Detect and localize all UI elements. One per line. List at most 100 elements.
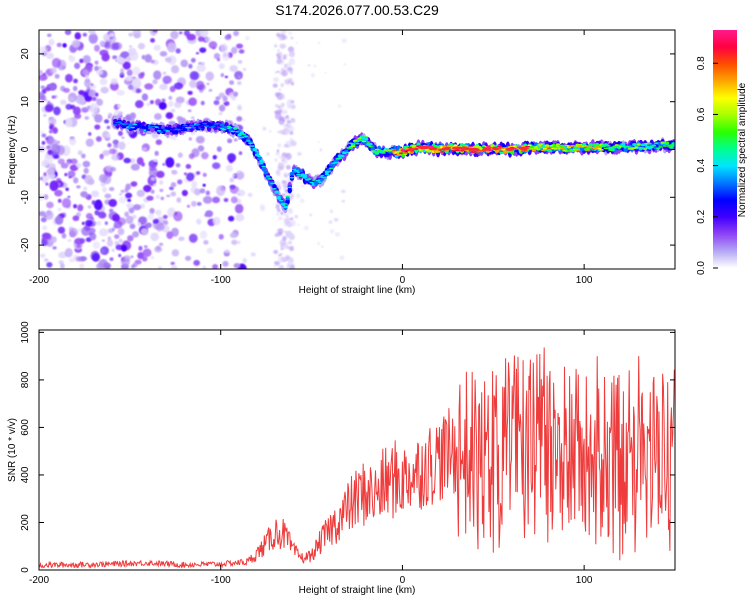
spectrogram-noise-blob bbox=[102, 187, 107, 193]
spectrogram-noise-blob bbox=[275, 151, 280, 157]
spectrogram-noise-blob bbox=[146, 102, 151, 107]
spectrogram-noise-blob bbox=[227, 153, 236, 163]
spectrogram-noise-blob bbox=[74, 113, 82, 119]
spectrogram-noise-blob bbox=[73, 177, 79, 184]
spectrogram-noise-blob bbox=[88, 89, 97, 97]
spectrogram-noise-blob bbox=[277, 255, 285, 264]
spectrogram-noise-blob bbox=[186, 204, 190, 208]
spectrogram-noise-blob bbox=[213, 100, 220, 106]
spectrogram-noise-blob bbox=[106, 41, 111, 45]
spectrogram-ridge-cell bbox=[178, 125, 183, 127]
spectrogram-noise-blob bbox=[250, 252, 256, 257]
spectrogram-noise-blob bbox=[129, 112, 137, 120]
spectrogram-noise-blob bbox=[47, 163, 56, 170]
spectrogram-noise-blob bbox=[107, 142, 112, 148]
spectrogram-noise-blob bbox=[39, 74, 48, 81]
spectrogram-noise-blob bbox=[68, 96, 75, 102]
spectrogram-noise-blob bbox=[324, 71, 327, 74]
spectrogram-ridge-cell bbox=[366, 141, 371, 143]
spectrogram-noise-blob bbox=[118, 253, 122, 258]
spectrogram-ridge-cell bbox=[634, 146, 639, 148]
spectrogram-noise-blob bbox=[202, 195, 213, 204]
spectrogram-noise-blob bbox=[155, 139, 163, 146]
spectrogram-noise-blob bbox=[39, 91, 45, 100]
spectrogram-noise-blob bbox=[85, 138, 94, 147]
spectrogram-noise-blob bbox=[288, 240, 292, 245]
spectrogram-noise-blob bbox=[283, 63, 288, 68]
spectrogram-noise-blob bbox=[274, 261, 280, 266]
spectrogram-noise-blob bbox=[216, 57, 221, 62]
y-tick-label: 600 bbox=[20, 419, 31, 436]
spectrogram-noise-blob bbox=[55, 148, 59, 152]
spectrogram-noise-blob bbox=[96, 263, 104, 269]
spectrogram-noise-blob bbox=[152, 158, 158, 163]
spectrogram-ridge-cell bbox=[219, 123, 225, 127]
spectrogram-ridge-cell bbox=[429, 145, 434, 148]
spectrogram-noise-blob bbox=[43, 172, 47, 176]
spectrogram-noise-blob bbox=[142, 147, 147, 151]
spectrogram-ridge-cell bbox=[200, 126, 205, 129]
spectrogram-ridge-cell bbox=[538, 146, 543, 148]
spectrogram-ridge-cell bbox=[651, 144, 657, 147]
spectrogram-ridge-cell bbox=[385, 148, 391, 151]
figure-title: S174.2026.077.00.53.C29 bbox=[275, 2, 439, 18]
spectrogram-noise-blob bbox=[229, 80, 235, 85]
spectrogram-noise-blob bbox=[41, 133, 47, 138]
spectrogram-noise-blob bbox=[280, 63, 283, 65]
spectrogram-noise-blob bbox=[40, 85, 45, 89]
spectrogram-noise-blob bbox=[237, 104, 242, 110]
spectrogram-noise-blob bbox=[186, 172, 195, 182]
spectrogram-noise-blob bbox=[289, 264, 295, 269]
spectrogram-ridge-cell bbox=[298, 169, 303, 173]
spectrogram-noise-blob bbox=[58, 260, 64, 265]
spectrogram-noise-blob bbox=[174, 101, 182, 109]
y-tick-label: 0 bbox=[20, 567, 31, 573]
spectrogram-noise-blob bbox=[317, 42, 321, 45]
spectrogram-ridge-cell bbox=[187, 126, 192, 129]
spectrogram-noise-blob bbox=[205, 210, 214, 218]
spectrogram-noise-blob bbox=[141, 93, 149, 101]
spectrogram-ridge-cell bbox=[211, 125, 216, 128]
spectrogram-noise-blob bbox=[132, 66, 141, 76]
spectrogram-noise-blob bbox=[130, 264, 135, 269]
spectrogram-noise-blob bbox=[89, 232, 97, 241]
spectrogram-ridge-cell bbox=[265, 175, 271, 177]
spectrogram-noise-blob bbox=[65, 73, 73, 83]
spectrogram-ridge-cell bbox=[531, 149, 537, 152]
spectrogram-noise-blob bbox=[51, 57, 62, 68]
spectrogram-noise-blob bbox=[286, 123, 291, 129]
spectrogram-ridge-cell bbox=[261, 167, 266, 171]
spectrogram-noise-blob bbox=[180, 59, 189, 68]
spectrogram-ridge-cell bbox=[169, 130, 175, 133]
spectrogram-noise-blob bbox=[144, 83, 154, 90]
spectrogram-ridge-cell bbox=[621, 142, 626, 146]
spectrogram-noise-blob bbox=[110, 166, 117, 172]
spectrogram-noise-blob bbox=[187, 109, 192, 113]
spectrogram-noise-blob bbox=[39, 176, 43, 181]
spectrogram-noise-blob bbox=[319, 148, 323, 151]
spectrogram-noise-blob bbox=[150, 255, 154, 260]
spectrogram-noise-blob bbox=[65, 103, 73, 110]
spectrogram-noise-blob bbox=[223, 198, 229, 203]
spectrogram-noise-blob bbox=[134, 100, 144, 109]
spectrogram-ridge-cell bbox=[396, 153, 401, 156]
spectrogram-noise-blob bbox=[170, 261, 175, 266]
y-tick-label: 200 bbox=[20, 514, 31, 531]
spectrogram-noise-blob bbox=[138, 216, 147, 225]
spectrogram-noise-blob bbox=[333, 217, 339, 222]
spectrogram-ridge-cell bbox=[372, 151, 378, 153]
spectrogram-noise-blob bbox=[224, 34, 232, 41]
spectrogram-noise-blob bbox=[219, 43, 228, 53]
spectrogram-ridge-cell bbox=[440, 151, 445, 153]
spectrogram-noise-blob bbox=[140, 228, 149, 236]
spectrogram-noise-blob bbox=[96, 98, 104, 106]
spectrogram-noise-blob bbox=[69, 227, 79, 237]
spectrogram-noise-blob bbox=[161, 98, 166, 103]
spectrogram-noise-blob bbox=[278, 88, 282, 91]
spectrogram-noise-blob bbox=[152, 30, 158, 33]
spectrogram-ridge-cell bbox=[291, 168, 297, 171]
spectrogram-noise-blob bbox=[165, 157, 175, 168]
spectrogram-noise-blob bbox=[218, 104, 226, 112]
spectrogram-noise-blob bbox=[227, 138, 233, 144]
spectrogram-noise-blob bbox=[238, 49, 245, 54]
